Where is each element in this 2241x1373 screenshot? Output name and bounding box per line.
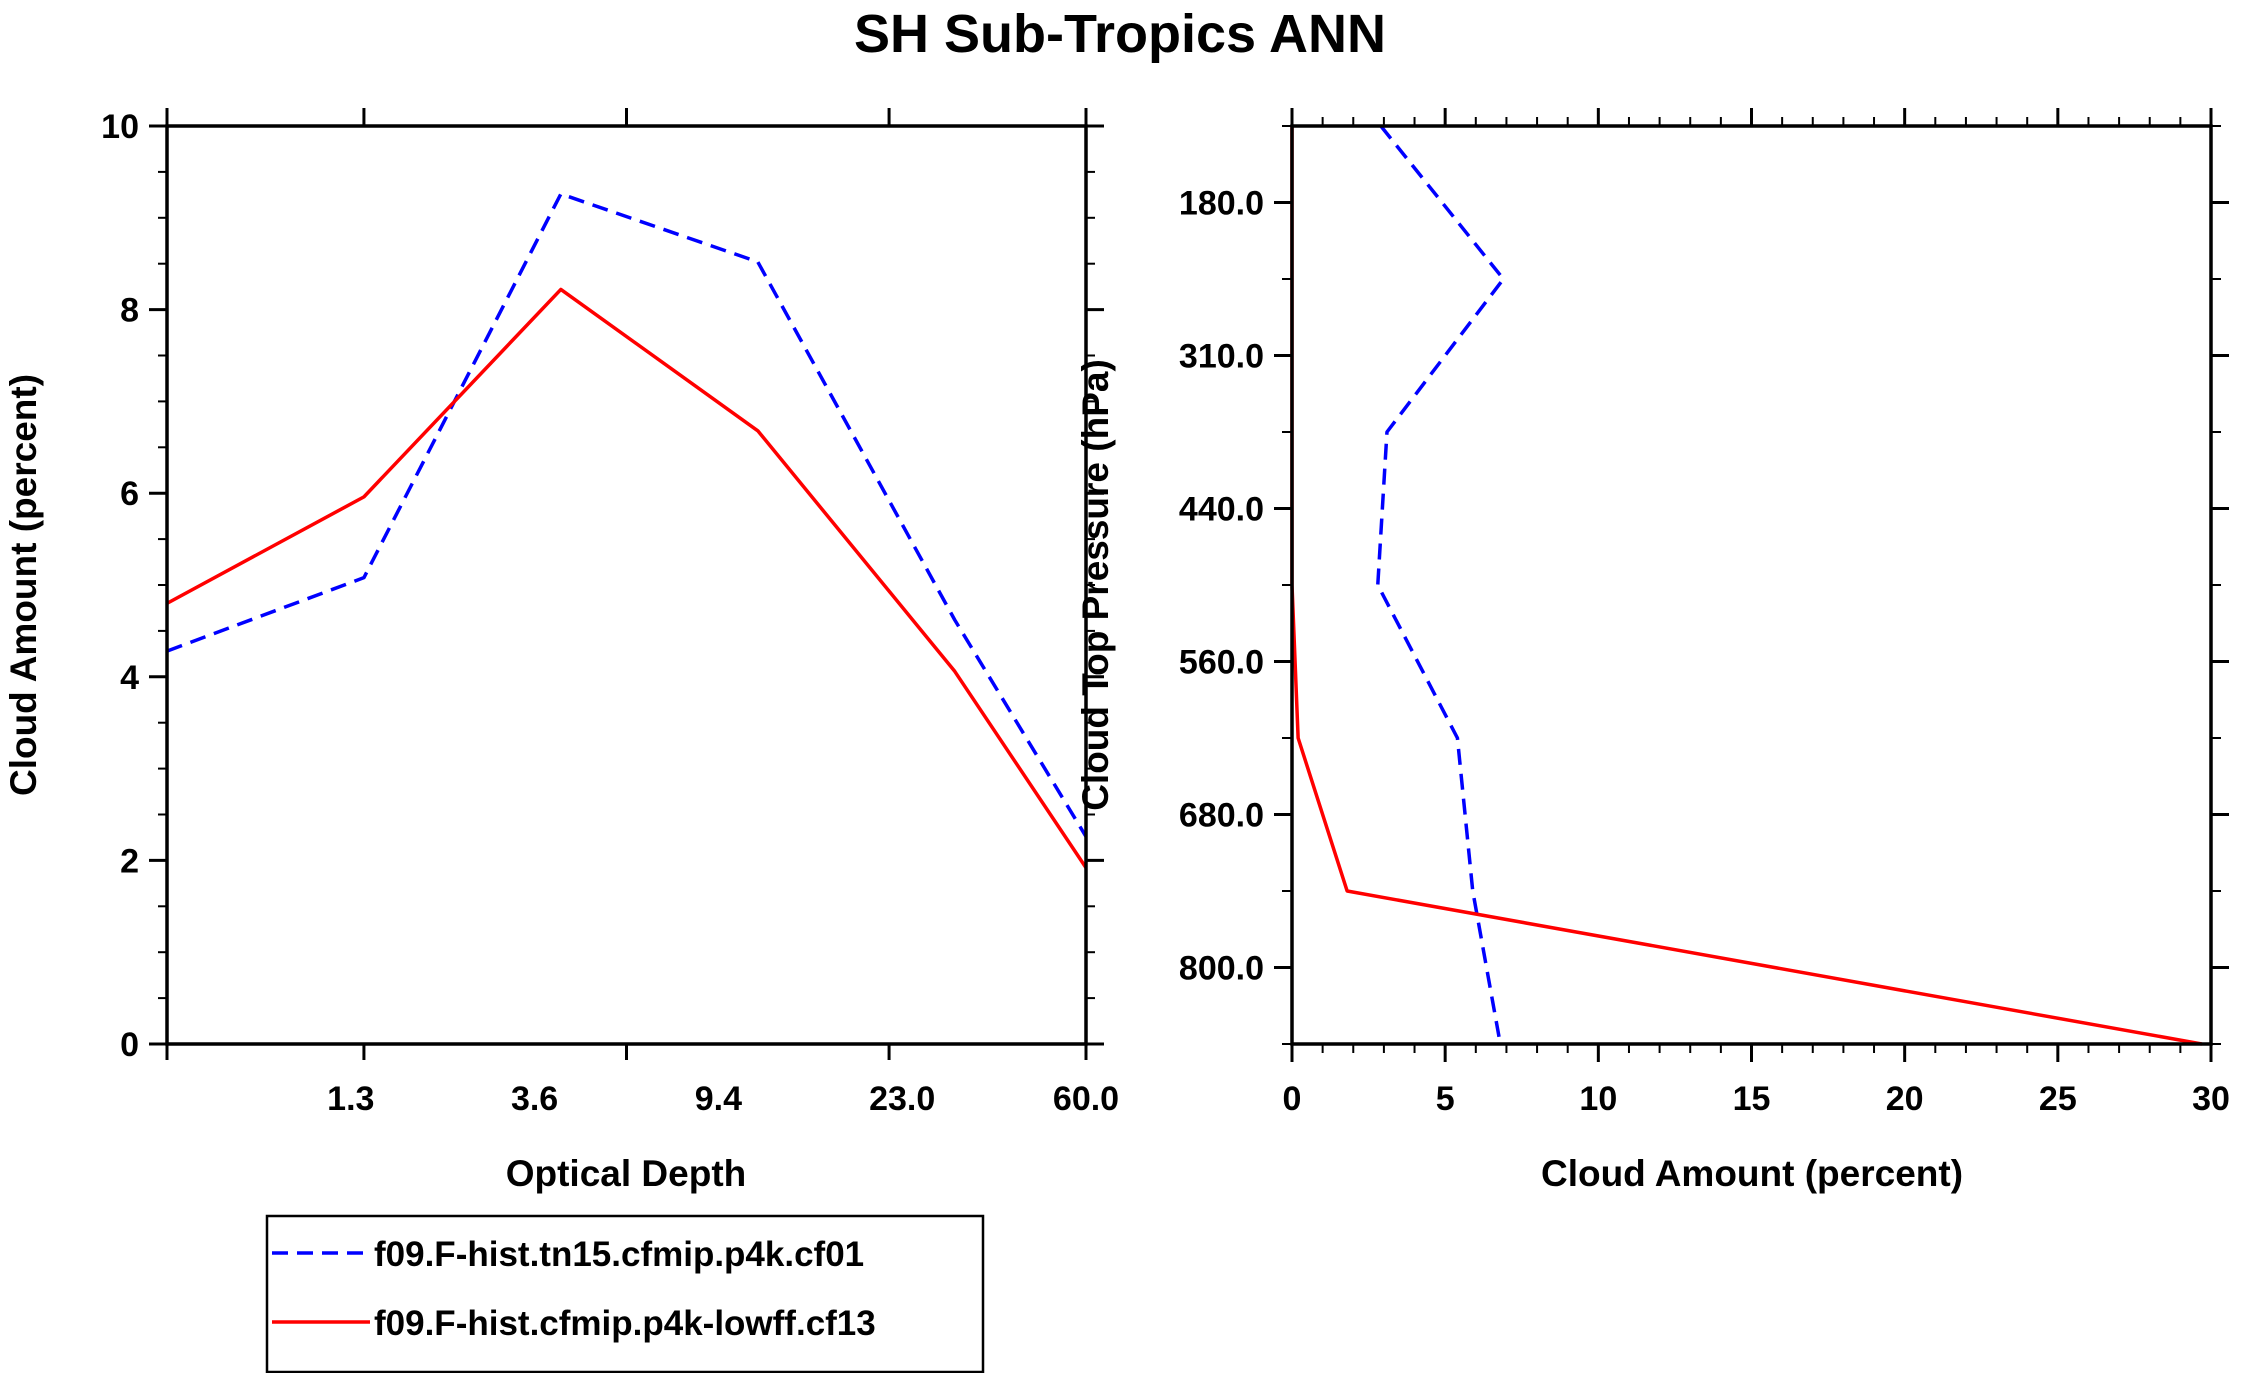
right-x-tick-label: 15: [1733, 1080, 1771, 1118]
right-y-tick-label: 560.0: [1179, 644, 1264, 682]
right-ticks: 0 5 10 15 20 25 30 180.0 310.0 440.0 560.0 680.0 800…: [1179, 108, 2230, 1118]
right-plot-frame: [1290, 124, 2213, 1046]
left-y-axis-label: Cloud Amount (percent): [3, 374, 44, 796]
left-x-axis-label: Optical Depth: [506, 1153, 747, 1194]
right-x-axis-label: Cloud Amount (percent): [1541, 1153, 1963, 1194]
left-ticks: 0 2 4 6 8 10 1.3 3.6 9.4 23.0 60.0: [101, 108, 1119, 1118]
right-x-tick-label: 0: [1283, 1080, 1302, 1118]
left-y-tick-label: 0: [120, 1026, 139, 1064]
left-x-tick-label: 60.0: [1053, 1080, 1119, 1118]
left-y-tick-label: 10: [101, 108, 139, 146]
right-series-line-red-solid: [1290, 126, 2203, 1046]
right-x-tick-label: 25: [2039, 1080, 2077, 1118]
left-y-tick-label: 4: [120, 659, 139, 697]
legend-box: [265, 1214, 985, 1373]
left-x-tick-label: 23.0: [869, 1080, 935, 1118]
right-y-axis-label: Cloud Top Pressure (hPa): [1075, 359, 1116, 811]
legend: f09.F-hist.tn15.cfmip.p4k.cf01 f09.F-his…: [265, 1214, 985, 1373]
right-y-tick-label: 800.0: [1179, 950, 1264, 988]
right-y-tick-label: 440.0: [1179, 491, 1264, 529]
left-series-line-blue-dashed: [166, 192, 1088, 838]
left-x-tick-label: 3.6: [511, 1080, 558, 1118]
left-series-lines: [166, 192, 1088, 869]
left-series-line-red-solid: [166, 287, 1088, 869]
left-y-tick-label: 2: [120, 842, 139, 880]
left-x-tick-label: 9.4: [695, 1080, 742, 1118]
right-y-tick-label: 680.0: [1179, 797, 1264, 835]
left-x-tick-label: 1.3: [327, 1080, 374, 1118]
right-x-tick-label: 30: [2192, 1080, 2230, 1118]
right-y-tick-label: 180.0: [1179, 185, 1264, 223]
right-x-tick-label: 20: [1886, 1080, 1924, 1118]
right-x-tick-label: 10: [1579, 1080, 1617, 1118]
right-y-tick-label: 310.0: [1179, 338, 1264, 376]
left-y-tick-label: 6: [120, 475, 139, 513]
chart-title: SH Sub-Tropics ANN: [854, 4, 1386, 64]
right-x-tick-label: 5: [1436, 1080, 1455, 1118]
left-y-tick-label: 8: [120, 292, 139, 330]
left-plot-frame: [165, 124, 1088, 1046]
left-panel: 0 2 4 6 8 10 1.3 3.6 9.4 23.0 60.0 Optical Depth C…: [3, 108, 1119, 1194]
right-panel: 0 5 10 15 20 25 30 180.0 310.0 440.0 560.0 680.0 800…: [1075, 108, 2230, 1194]
legend-label-0: f09.F-hist.tn15.cfmip.p4k.cf01: [374, 1235, 864, 1274]
legend-label-1: f09.F-hist.cfmip.p4k-lowff.cf13: [374, 1304, 876, 1343]
right-series-lines: [1290, 124, 2203, 1046]
